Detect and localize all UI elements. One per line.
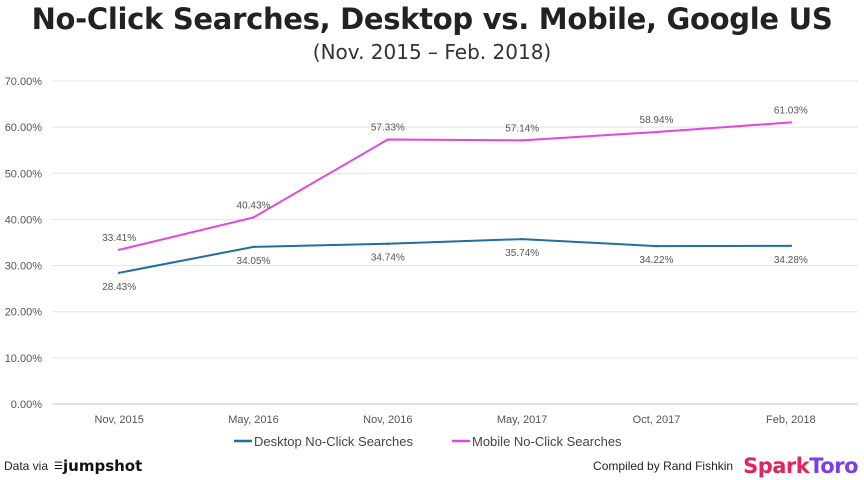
data-label: 61.03% [774,105,808,116]
data-label: 35.74% [505,248,539,259]
y-tick-label: 70.00% [5,76,43,88]
series-line-mobile [118,121,791,251]
data-source: Data via ☰jumpshot [4,457,142,475]
y-tick-label: 0.00% [11,399,42,411]
x-tick-label: Oct, 2017 [633,414,681,426]
sparktoro-logo: SparkToro [743,454,858,478]
data-label: 34.74% [371,253,405,264]
data-point [117,271,121,275]
x-tick-label: Nov, 2015 [95,414,144,426]
y-tick-label: 50.00% [5,168,43,180]
legend-label: Desktop No-Click Searches [254,434,413,449]
x-tick-label: Nov, 2016 [363,414,412,426]
data-via-label: Data via [4,459,49,473]
data-label: 40.43% [237,200,271,211]
series-line-desktop [118,238,791,274]
y-tick-label: 10.00% [5,353,43,365]
data-label: 34.22% [640,255,674,266]
data-point [655,244,658,248]
data-point [520,237,524,241]
sparktoro-logo-toro: Toro [809,454,858,478]
data-label: 33.41% [102,233,136,244]
data-label: 57.33% [371,122,405,133]
legend-label: Mobile No-Click Searches [472,434,622,449]
y-tick-label: 30.00% [5,261,43,273]
data-label: 58.94% [640,115,674,126]
compiled-by-label: Compiled by Rand Fishkin [593,459,734,473]
y-tick-label: 20.00% [5,307,43,319]
data-point [252,245,255,249]
y-tick-label: 60.00% [5,122,43,134]
x-tick-label: May, 2017 [497,414,548,426]
chart-subtitle: (Nov. 2015 – Feb. 2018) [312,40,552,64]
y-tick-label: 40.00% [5,214,43,226]
jumpshot-logo: ☰jumpshot [54,457,143,475]
data-point [117,248,121,252]
x-tick-label: May, 2016 [228,414,279,426]
data-point [386,242,390,245]
data-point [520,139,524,142]
data-point [252,216,255,219]
data-label: 28.43% [102,282,136,293]
sparktoro-logo-spark: Spark [743,454,810,478]
jumpshot-logo-text: jumpshot [63,457,143,475]
data-label: 34.05% [237,256,271,267]
chart-title: No-Click Searches, Desktop vs. Mobile, G… [31,2,833,36]
data-point [789,244,793,248]
data-label: 57.14% [505,123,539,134]
data-label: 34.28% [774,255,808,266]
credits: Compiled by Rand Fishkin SparkToro [593,454,858,478]
x-tick-label: Feb, 2018 [766,414,816,426]
data-point [655,130,658,134]
data-point [386,138,390,141]
data-point [789,121,793,124]
